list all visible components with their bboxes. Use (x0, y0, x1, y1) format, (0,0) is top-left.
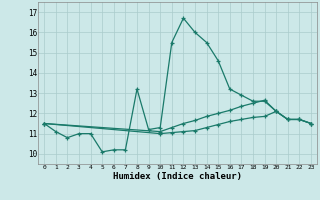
X-axis label: Humidex (Indice chaleur): Humidex (Indice chaleur) (113, 172, 242, 181)
